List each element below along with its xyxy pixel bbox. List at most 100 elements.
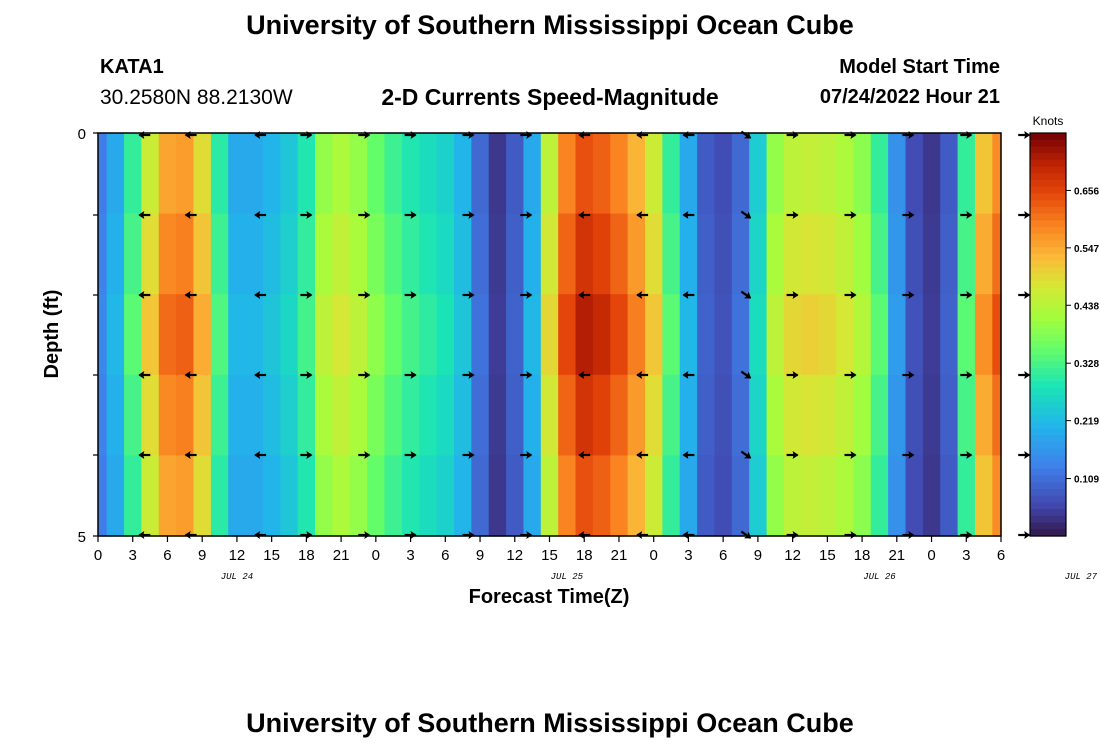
heat-cell <box>957 374 976 456</box>
current-arrow <box>682 451 695 459</box>
heat-cell <box>731 294 750 376</box>
heat-cell <box>349 455 368 537</box>
x-tick-label: 3 <box>129 547 137 564</box>
y-tick-label: 0 <box>78 126 86 143</box>
current-arrow <box>740 450 752 459</box>
heat-cell <box>818 294 837 376</box>
heat-cell <box>697 374 716 456</box>
heat-cell <box>193 294 212 376</box>
heat-cell <box>176 455 195 537</box>
x-tick-label: 0 <box>650 547 658 564</box>
current-arrow <box>300 531 313 539</box>
heat-cell <box>506 294 525 376</box>
current-arrow <box>786 531 799 539</box>
y-axis-label: Depth (ft) <box>41 290 63 379</box>
heat-cell <box>488 213 507 295</box>
heat-cell <box>471 455 490 537</box>
colorbar-swatch <box>1030 253 1066 262</box>
current-arrow <box>902 451 915 459</box>
current-arrow <box>682 371 695 379</box>
colorbar: 0.109 0.219 0.328 0.438 0.547 0.656 <box>1029 132 1099 537</box>
heat-cell <box>766 133 785 215</box>
heat-cell <box>592 455 611 537</box>
x-tick-label: 9 <box>476 547 484 564</box>
current-arrow <box>844 291 857 299</box>
heat-cell <box>106 213 125 295</box>
heat-cell <box>714 374 733 456</box>
current-arrow <box>1018 531 1031 539</box>
heat-cell <box>853 374 872 456</box>
heat-cell <box>384 455 403 537</box>
current-arrow <box>138 211 151 219</box>
heat-cell <box>818 455 837 537</box>
x-tick-label: 9 <box>754 547 762 564</box>
current-arrow <box>682 211 695 219</box>
heat-cell <box>367 133 386 215</box>
heat-cell <box>506 455 525 537</box>
heat-cell <box>662 133 681 215</box>
current-arrow <box>358 291 371 299</box>
heat-cell <box>471 133 490 215</box>
x-tick-label: 6 <box>441 547 449 564</box>
heat-cell <box>453 133 472 215</box>
current-arrow <box>786 451 799 459</box>
heat-cell <box>471 213 490 295</box>
current-arrow <box>636 211 649 219</box>
current-arrow <box>138 371 151 379</box>
heat-cell <box>592 213 611 295</box>
heat-cell <box>714 294 733 376</box>
heat-cell <box>315 294 334 376</box>
heat-cell <box>801 374 820 456</box>
colorbar-swatch <box>1030 428 1066 436</box>
heat-cell <box>679 133 698 215</box>
x-tick-label: 9 <box>198 547 206 564</box>
heat-cell <box>367 374 386 456</box>
heat-cell <box>540 455 559 537</box>
current-arrow <box>740 530 752 539</box>
colorbar-swatch <box>1030 206 1066 215</box>
heat-cell <box>905 455 924 537</box>
heat-cell <box>610 294 629 376</box>
heat-cell <box>262 213 281 295</box>
heat-cell <box>158 213 177 295</box>
heat-cell <box>940 213 959 295</box>
colorbar-swatch <box>1030 421 1066 430</box>
heat-cell <box>471 374 490 456</box>
heat-cell <box>679 213 698 295</box>
heat-cell <box>453 455 472 537</box>
colorbar-swatch <box>1030 267 1066 275</box>
station-id: KATA1 <box>100 56 164 78</box>
heat-cell <box>540 133 559 215</box>
current-arrow <box>462 211 475 219</box>
current-arrow <box>404 291 417 299</box>
colorbar-swatch <box>1030 314 1066 322</box>
current-arrow <box>300 451 313 459</box>
heat-cell <box>940 374 959 456</box>
heat-cell <box>384 213 403 295</box>
x-axis-label: Forecast Time(Z) <box>469 586 630 608</box>
heat-cell <box>888 213 907 295</box>
heat-cell <box>245 374 264 456</box>
heat-cell <box>627 133 646 215</box>
colorbar-tick-label: 0.219 <box>1074 417 1099 428</box>
heat-cell <box>697 455 716 537</box>
colorbar-swatch <box>1030 186 1066 195</box>
colorbar-swatch <box>1030 247 1066 255</box>
heat-cell <box>662 455 681 537</box>
heat-cell <box>558 133 577 215</box>
heat-cell <box>940 455 959 537</box>
heat-cell <box>332 294 351 376</box>
colorbar-swatch <box>1030 347 1066 356</box>
heat-cell <box>558 213 577 295</box>
heat-cell <box>210 374 229 456</box>
heat-cell <box>488 294 507 376</box>
current-arrow <box>902 291 915 299</box>
colorbar-swatch <box>1030 173 1066 181</box>
colorbar-swatch <box>1030 522 1066 530</box>
heat-cell <box>436 455 455 537</box>
heat-cell <box>679 374 698 456</box>
colorbar-swatch <box>1030 408 1066 416</box>
heat-cell <box>384 374 403 456</box>
current-arrow <box>520 211 533 219</box>
